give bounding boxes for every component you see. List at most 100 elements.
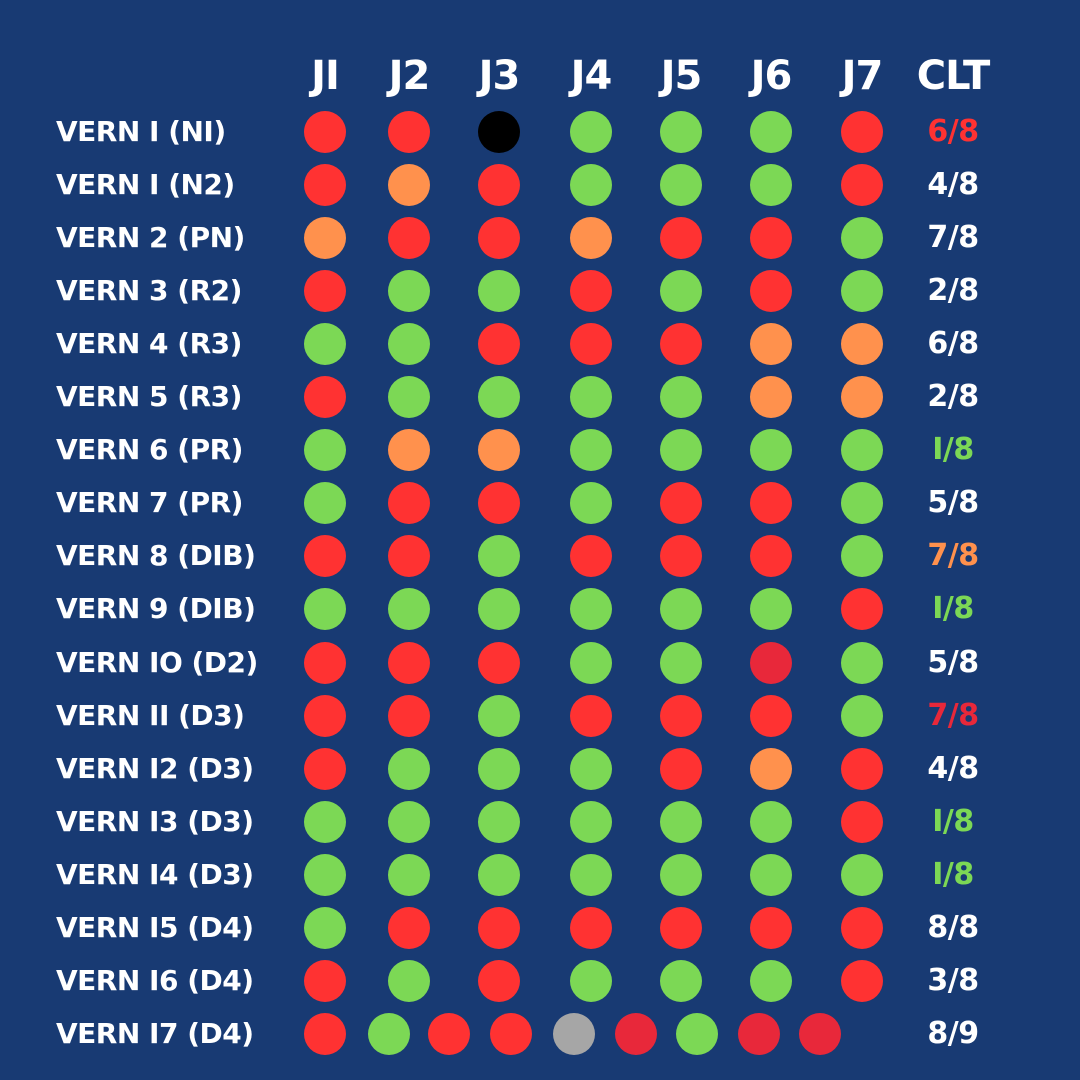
status-dot-red	[660, 482, 702, 525]
status-dot-green	[570, 800, 612, 843]
status-dot-green	[750, 110, 792, 153]
status-dot-red	[304, 376, 346, 418]
clt-score: I/8	[932, 432, 974, 468]
column-header-clt: CLT	[916, 53, 991, 99]
status-dot-dark-red	[799, 1013, 841, 1056]
status-dot-green	[368, 1013, 410, 1056]
status-dot-green	[570, 588, 612, 631]
status-dot-red	[660, 907, 702, 949]
clt-score: I/8	[932, 591, 974, 627]
clt-score: 4/8	[927, 166, 979, 202]
status-dot-green	[660, 960, 702, 1003]
status-dot-red	[478, 907, 520, 949]
grid-row: VERN I3 (D3) I/8	[0, 795, 1080, 848]
column-header-j5: J5	[660, 53, 703, 99]
row-label: VERN I (N2)	[56, 167, 235, 201]
status-dot-green	[841, 269, 883, 312]
status-dot-green	[388, 853, 430, 896]
status-dot-orange	[570, 216, 612, 259]
grid-row: VERN 3 (R2) 2/8	[0, 264, 1080, 317]
status-dot-green	[841, 641, 883, 684]
row-label: VERN 8 (DIB)	[56, 539, 256, 573]
status-dot-red	[388, 641, 430, 684]
status-dot-orange	[304, 216, 346, 259]
status-dot-green	[660, 269, 702, 312]
status-dot-green	[660, 641, 702, 684]
row-label: VERN I6 (D4)	[56, 964, 254, 998]
status-dot-green	[304, 322, 346, 365]
status-dot-red	[478, 482, 520, 525]
status-dot-red	[841, 960, 883, 1003]
status-dot-red	[490, 1013, 532, 1056]
status-dot-green	[388, 747, 430, 790]
status-dot-green	[841, 694, 883, 737]
row-label: VERN I2 (D3)	[56, 751, 254, 785]
status-dot-green	[750, 960, 792, 1003]
status-dot-green	[570, 376, 612, 418]
status-dot-green	[478, 269, 520, 312]
status-dot-green	[570, 482, 612, 525]
status-dot-green	[570, 853, 612, 896]
status-dot-red	[388, 216, 430, 259]
clt-score: I/8	[932, 803, 974, 839]
status-dot-red	[388, 535, 430, 578]
clt-score: I/8	[932, 856, 974, 892]
grid-row: VERN I (NI) 6/8	[0, 105, 1080, 158]
grid-row: VERN 6 (PR) I/8	[0, 424, 1080, 477]
status-dot-dark-red	[738, 1013, 780, 1056]
status-dot-red	[388, 907, 430, 949]
status-dot-green	[388, 800, 430, 843]
status-dot-red	[388, 482, 430, 525]
status-dot-red	[570, 269, 612, 312]
status-dot-red	[478, 216, 520, 259]
status-dot-red	[750, 535, 792, 578]
status-dot-red	[388, 110, 430, 153]
status-dot-green	[304, 482, 346, 525]
status-dot-green	[841, 216, 883, 259]
grid-row: VERN I6 (D4) 3/8	[0, 955, 1080, 1008]
status-dot-green	[660, 376, 702, 418]
status-dot-green	[750, 800, 792, 843]
clt-score: 6/8	[927, 113, 979, 149]
clt-score: 8/9	[927, 1016, 979, 1052]
status-dot-green	[750, 853, 792, 896]
status-dot-green	[570, 163, 612, 206]
row-label: VERN 4 (R3)	[56, 326, 242, 360]
row-label: VERN II (D3)	[56, 698, 245, 732]
status-dot-red	[304, 960, 346, 1003]
status-dot-red	[750, 269, 792, 312]
status-dot-red	[478, 641, 520, 684]
status-dot-red	[841, 800, 883, 843]
status-dot-green	[660, 429, 702, 472]
status-dot-green	[570, 747, 612, 790]
column-header-j4: J4	[570, 53, 613, 99]
row-label: VERN 6 (PR)	[56, 433, 243, 467]
clt-score: 3/8	[927, 963, 979, 999]
status-dot-green	[676, 1013, 718, 1056]
status-dot-red	[304, 747, 346, 790]
status-dot-green	[660, 800, 702, 843]
status-dot-red	[841, 588, 883, 631]
status-dot-red	[570, 535, 612, 578]
column-header-j2: J2	[388, 53, 431, 99]
status-dot-green	[750, 588, 792, 631]
status-dot-orange	[388, 163, 430, 206]
row-label: VERN I3 (D3)	[56, 804, 254, 838]
status-dot-red	[660, 216, 702, 259]
status-dot-red	[478, 163, 520, 206]
row-label: VERN I7 (D4)	[56, 1017, 254, 1051]
status-dot-green	[660, 163, 702, 206]
status-dot-green	[841, 482, 883, 525]
column-header-j3: J3	[478, 53, 521, 99]
status-dot-red	[304, 110, 346, 153]
status-dot-green	[660, 853, 702, 896]
status-dot-green	[750, 163, 792, 206]
grid-row: VERN I7 (D4) 8/9	[0, 1008, 1080, 1061]
status-dot-orange	[750, 747, 792, 790]
status-dot-red	[841, 163, 883, 206]
status-dot-green	[841, 853, 883, 896]
clt-score: 5/8	[927, 644, 979, 680]
status-dot-green	[388, 269, 430, 312]
status-dot-red	[750, 482, 792, 525]
status-dot-dark-red	[615, 1013, 657, 1056]
